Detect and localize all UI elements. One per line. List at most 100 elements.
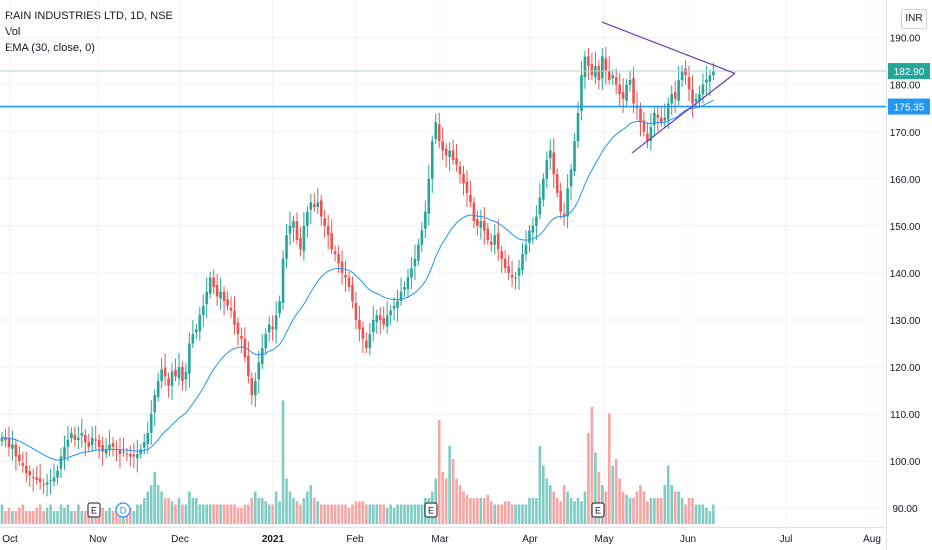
volume-bar — [7, 507, 11, 524]
volume-bar — [281, 400, 285, 524]
volume-bar — [378, 504, 382, 524]
candle-body — [382, 318, 385, 325]
candle-body — [566, 188, 569, 217]
candle-body — [132, 454, 136, 457]
volume-bar — [319, 504, 323, 524]
volume-bar — [531, 498, 535, 524]
volume-bar — [385, 507, 389, 524]
volume-bar — [590, 407, 594, 524]
candle-body — [680, 70, 684, 80]
volume-bar — [205, 504, 209, 524]
ema-indicator-label[interactable]: EMA (30, close, 0) — [5, 42, 95, 54]
candle-body — [163, 367, 167, 377]
triangle-upper-trendline — [601, 21, 736, 74]
candle-body — [42, 484, 45, 486]
currency-button[interactable]: INR — [901, 9, 927, 29]
volume-bar — [108, 507, 111, 524]
candle-body — [340, 261, 344, 273]
volume-bar — [580, 501, 583, 524]
candle-body — [4, 437, 7, 440]
earnings-marker-label: E — [91, 506, 97, 516]
candle-body — [288, 225, 292, 234]
date-tick-label: Oct — [2, 534, 18, 545]
volume-bar — [45, 507, 49, 524]
volume-bar — [254, 491, 257, 524]
volume-bar — [243, 504, 247, 524]
volume-bar — [219, 504, 222, 524]
volume-bar — [555, 498, 559, 524]
volume-bar — [680, 498, 684, 524]
candle-body — [410, 268, 413, 278]
volume-bar — [542, 465, 545, 524]
volume-bar — [174, 504, 177, 524]
volume-bar — [115, 507, 118, 524]
volume-bar — [31, 511, 35, 524]
drawing-overlays[interactable] — [0, 21, 886, 154]
candle-body — [524, 244, 528, 255]
volume-bar — [295, 501, 299, 524]
volume-bar — [111, 511, 115, 524]
volume-bar — [129, 507, 132, 524]
volume-bar — [288, 491, 292, 524]
volume-bar — [28, 511, 32, 524]
volume-bar — [170, 501, 174, 524]
volume-bar — [264, 501, 268, 524]
candle-body — [375, 315, 379, 322]
candle-body — [66, 439, 70, 448]
candle-body — [365, 340, 368, 349]
candle-body — [476, 219, 479, 226]
candle-body — [80, 432, 84, 436]
candle-body — [493, 235, 497, 245]
dividend-marker — [115, 502, 131, 518]
volume-bar — [184, 504, 188, 524]
candle-body — [573, 141, 576, 172]
volume-bar — [496, 504, 500, 524]
volume-bar — [465, 494, 469, 524]
ema-line — [1, 99, 714, 461]
volume-bar — [208, 504, 212, 524]
volume-bar — [399, 504, 403, 524]
candle-body — [188, 343, 191, 374]
candle-body — [545, 159, 549, 179]
volume-bar — [514, 504, 517, 524]
volume-bar — [548, 485, 552, 524]
volume-bar — [271, 504, 274, 524]
volume-bar — [278, 501, 281, 524]
volume-bar — [233, 504, 236, 524]
volume-bar — [528, 498, 531, 524]
volume-bar — [344, 504, 347, 524]
candle-body — [358, 319, 361, 330]
candle-body — [118, 449, 122, 455]
candle-body — [670, 94, 674, 104]
volume-bar — [660, 498, 663, 524]
volume-bar — [510, 504, 514, 524]
candle-body — [111, 442, 115, 448]
volume-bar — [149, 485, 153, 524]
candle-body — [354, 303, 358, 320]
volume-bar — [299, 504, 302, 524]
volume-bar — [125, 511, 129, 524]
volume-bar — [489, 501, 493, 524]
candle-body — [684, 68, 687, 76]
volume-bar — [618, 478, 621, 524]
volume-bars — [0, 400, 715, 524]
date-tick-label: Mar — [431, 534, 449, 545]
volume-bar — [340, 504, 344, 524]
candle-body — [639, 108, 642, 123]
volume-bar — [181, 504, 184, 524]
candle-body — [521, 254, 524, 271]
candle-body — [292, 221, 295, 228]
volume-indicator-label[interactable]: Vol — [5, 26, 21, 38]
candle-body — [548, 150, 552, 159]
candle-body — [313, 204, 316, 208]
volume-bar — [326, 504, 330, 524]
volume-bar — [52, 511, 56, 524]
candle-body — [267, 324, 271, 333]
symbol-title[interactable]: RAIN INDUSTRIES LTD, 1D, NSE — [5, 10, 173, 22]
volume-bar — [167, 498, 170, 524]
volume-bar — [4, 511, 7, 524]
candle-body — [94, 439, 97, 441]
candle-body — [455, 158, 458, 165]
